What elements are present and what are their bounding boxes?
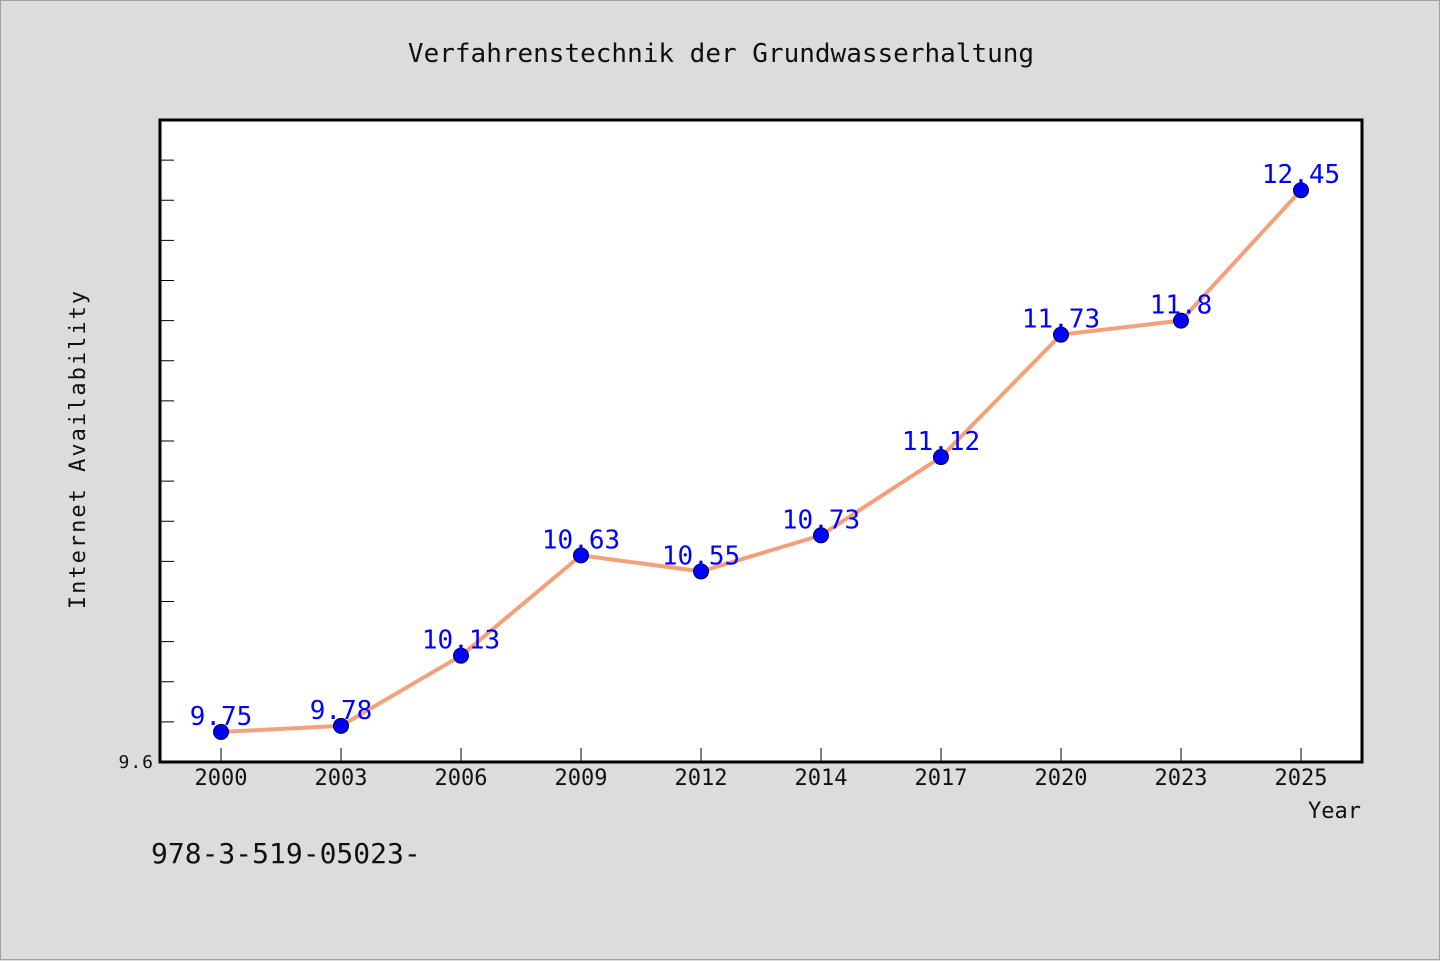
x-tick-label: 2003	[315, 766, 368, 791]
data-label: 10.13	[422, 626, 500, 656]
series-layer: 9.75 9.78 10.13 10.63 10.55 10.73 11.12 11.73 11…	[190, 160, 1340, 740]
x-tick-label: 2006	[435, 766, 488, 791]
series-line	[219, 188, 1303, 734]
data-point	[693, 563, 709, 580]
data-point	[1293, 182, 1309, 199]
data-label: 11.8	[1150, 291, 1213, 321]
data-point	[933, 449, 949, 466]
y-axis-ticks: 9.6	[118, 159, 174, 773]
data-point	[1173, 312, 1189, 329]
x-tick-label: 2012	[675, 766, 728, 791]
data-label: 10.55	[662, 541, 740, 571]
isbn-footer: 978-3-519-05023-	[151, 837, 421, 870]
data-point	[213, 723, 229, 740]
data-label: 12.45	[1262, 160, 1340, 190]
data-label: 10.63	[542, 525, 620, 555]
data-label: 11.73	[1022, 305, 1100, 335]
x-tick-label: 2020	[1035, 766, 1088, 791]
data-point	[333, 717, 349, 734]
data-label: 11.12	[902, 427, 980, 457]
x-tick-label: 2025	[1275, 766, 1328, 791]
x-tick-label: 2000	[195, 766, 248, 791]
chart-title: Verfahrenstechnik der Grundwasserhaltung	[408, 39, 1034, 69]
data-label: 9.78	[310, 696, 373, 726]
data-point	[1053, 326, 1069, 343]
y-axis-label: Internet Availability	[66, 289, 91, 609]
x-axis-label: Year	[1308, 799, 1361, 824]
x-tick-label: 2009	[555, 766, 608, 791]
x-tick-label: 2017	[915, 766, 968, 791]
data-point	[453, 647, 469, 664]
x-tick-label: 2014	[795, 766, 848, 791]
x-tick-label: 2023	[1155, 766, 1208, 791]
data-label: 9.75	[190, 702, 253, 732]
data-point	[573, 547, 589, 564]
plot-area	[158, 118, 1364, 764]
y-tick-label: 9.6	[118, 752, 154, 773]
data-label: 10.73	[782, 505, 860, 535]
data-point	[813, 527, 829, 544]
x-axis-ticks: 2000 2003 2006 2009 2012 2014 2017 2020 2023 2025	[195, 748, 1328, 791]
